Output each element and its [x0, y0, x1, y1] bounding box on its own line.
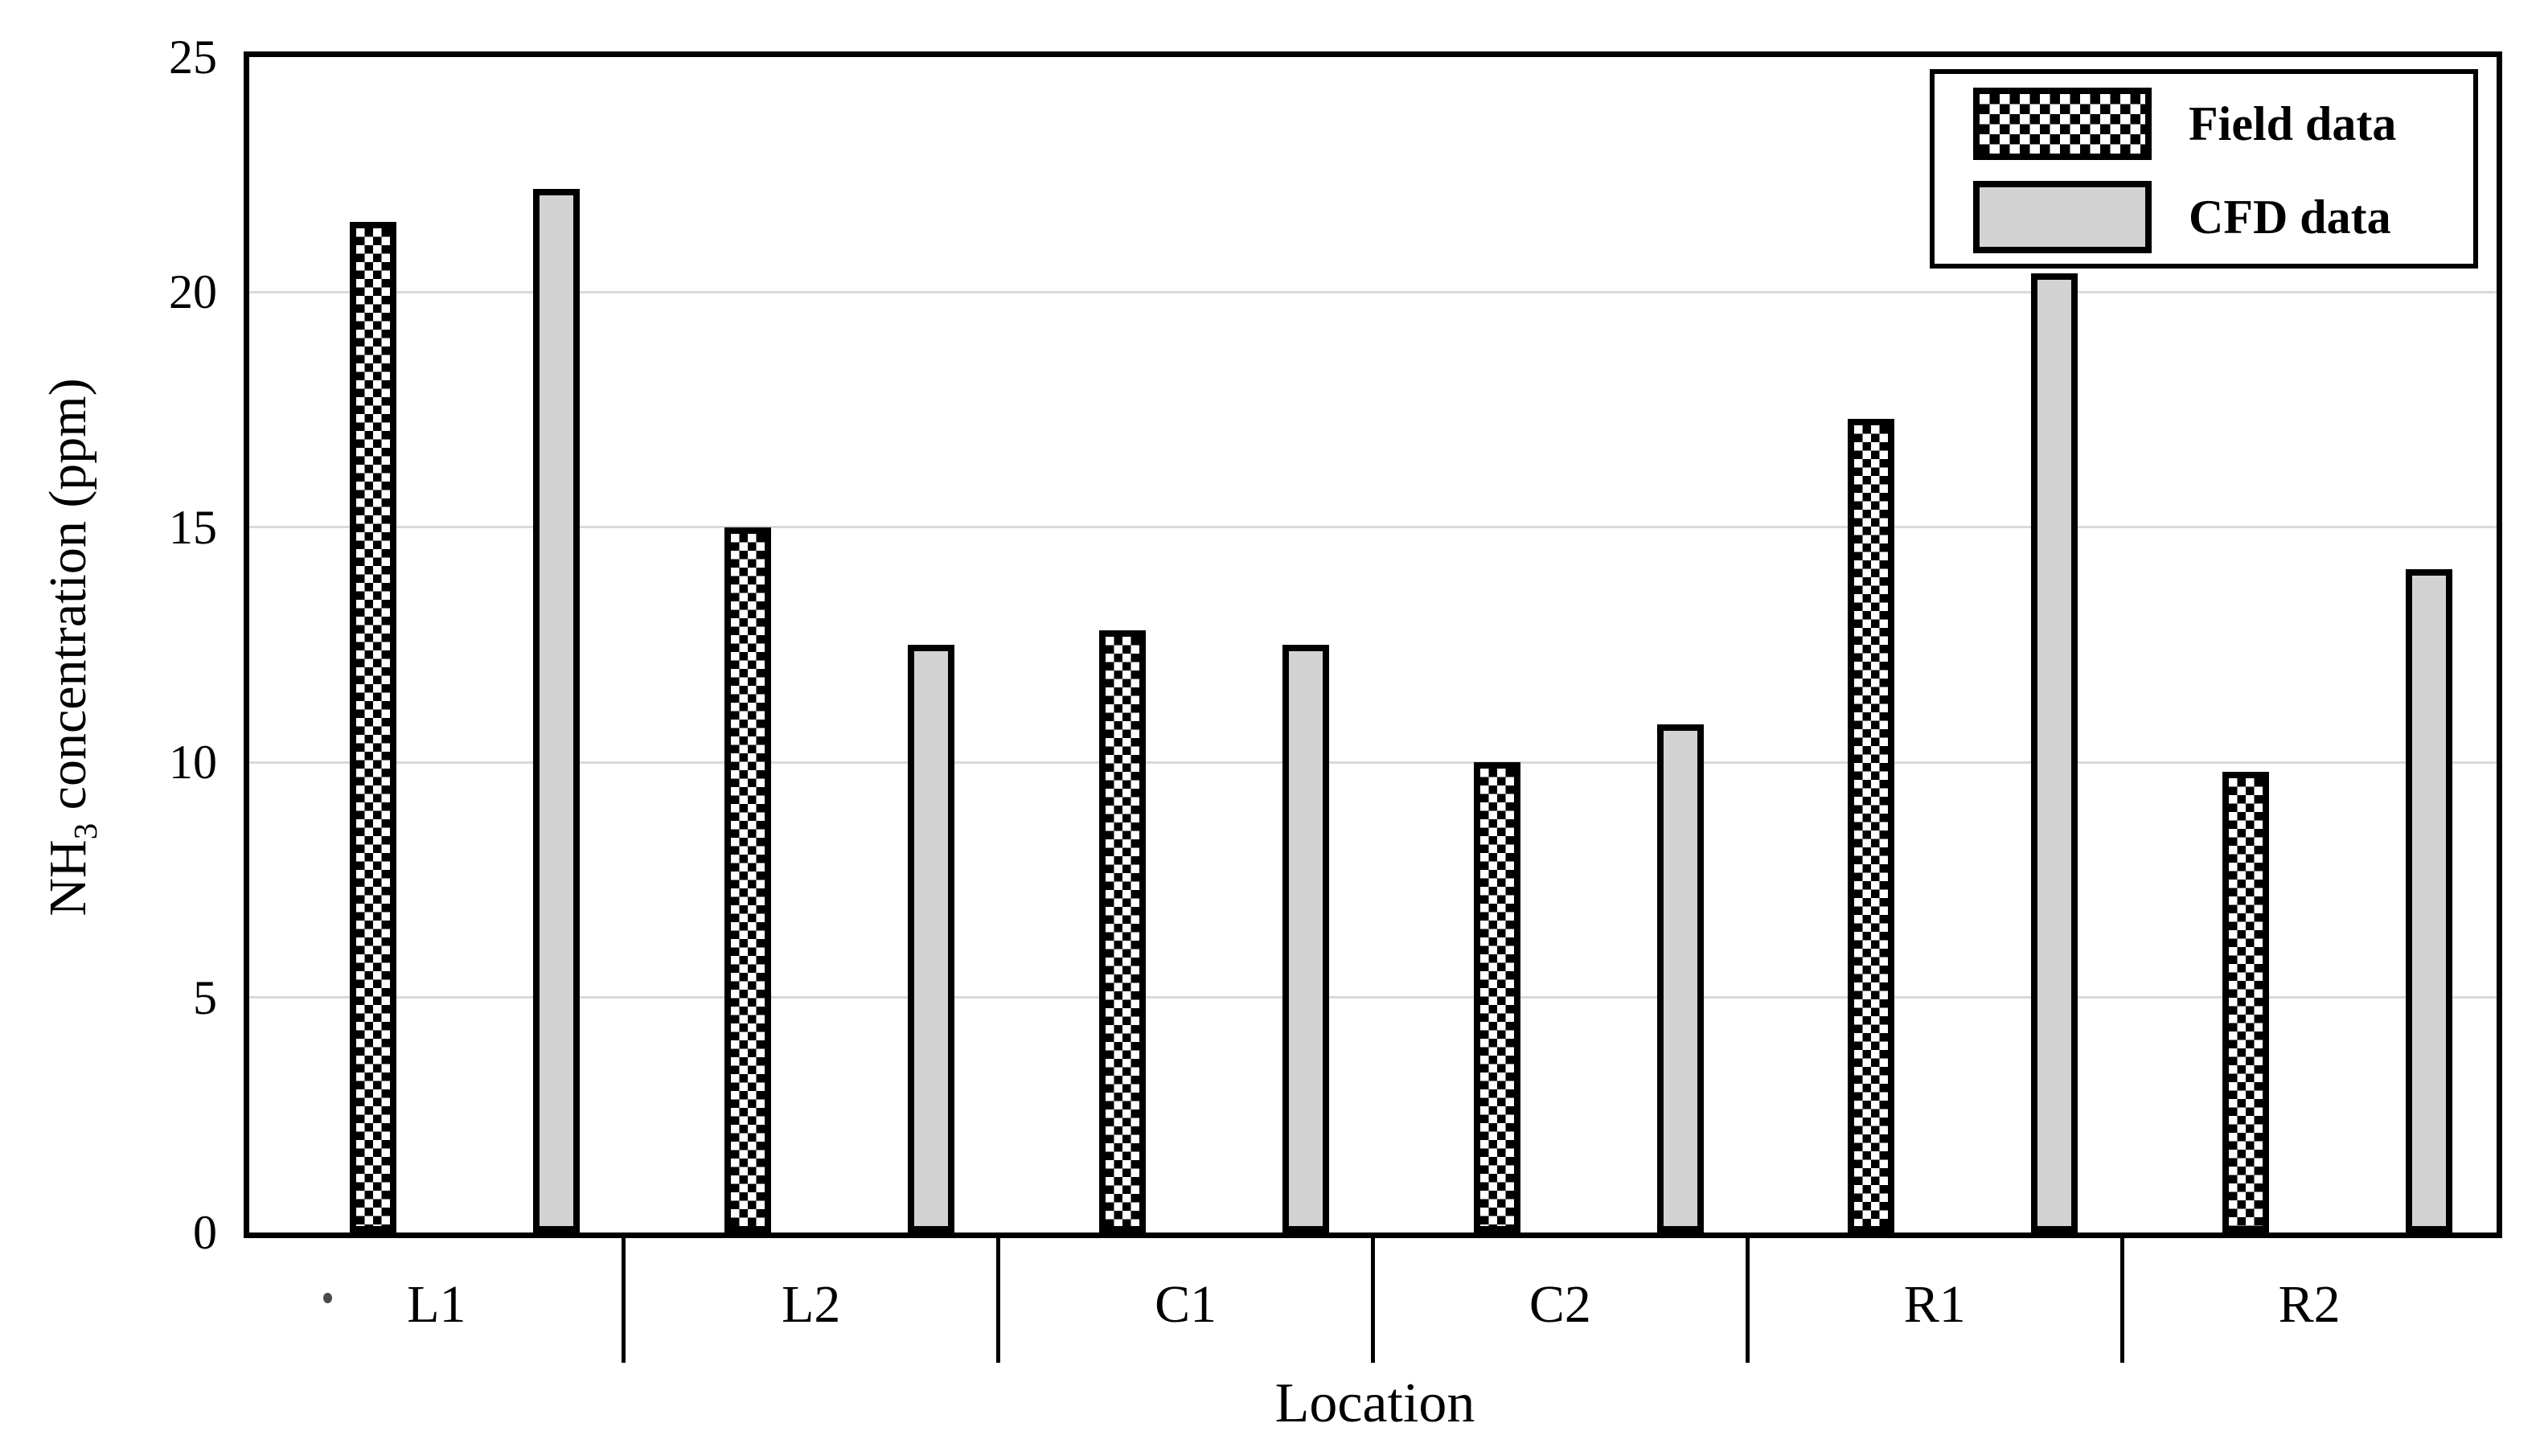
y-tick-label-15: 15	[169, 500, 217, 554]
y-tick-label-0: 0	[193, 1206, 217, 1259]
legend-swatch-field-data	[1973, 88, 2152, 160]
bar-cfd-data-r1	[2031, 273, 2078, 1232]
bar-cfd-data-c2	[1656, 724, 1704, 1232]
bar-cfd-data-l1	[533, 188, 580, 1232]
category-separator-4	[1745, 1236, 1750, 1363]
bar-field-data-r1	[1848, 419, 1895, 1232]
category-separator-1	[622, 1236, 626, 1363]
bar-cfd-data-l2	[907, 645, 954, 1232]
bar-field-data-c2	[1473, 762, 1520, 1232]
x-category-label-c2: C2	[1529, 1275, 1591, 1334]
legend-item-cfd-data: CFD data	[1973, 180, 2391, 254]
gridline-y-10	[249, 761, 2497, 764]
legend: Field data CFD data	[1930, 69, 2478, 269]
x-category-label-l1: L1	[407, 1275, 466, 1334]
y-tick-label-25: 25	[169, 31, 217, 84]
y-axis-title-subscript: 3	[68, 822, 105, 840]
x-category-label-l2: L2	[782, 1275, 841, 1334]
gridline-y-15	[249, 526, 2497, 529]
y-tick-label-10: 10	[169, 736, 217, 790]
y-axis-title-prefix: NH	[39, 839, 97, 917]
category-separator-2	[996, 1236, 1001, 1363]
category-separator-3	[1371, 1236, 1375, 1363]
x-category-label-r1: R1	[1903, 1275, 1966, 1334]
gridline-y-20	[249, 290, 2497, 293]
bar-field-data-l2	[724, 527, 771, 1232]
bar-field-data-l1	[350, 221, 396, 1232]
y-tick-label-5: 5	[193, 970, 217, 1024]
bar-field-data-r2	[2222, 771, 2270, 1232]
y-tick-label-20: 20	[169, 265, 217, 319]
legend-label-cfd-data: CFD data	[2189, 191, 2391, 244]
stray-mark	[323, 1293, 332, 1303]
x-category-label-r2: R2	[2278, 1275, 2341, 1334]
legend-label-field-data: Field data	[2189, 97, 2397, 150]
category-separator-5	[2119, 1236, 2124, 1363]
y-axis-title: NH3 concentration (ppm)	[32, 44, 105, 1250]
bar-field-data-c1	[1098, 630, 1146, 1232]
x-axis-title: Location	[1274, 1372, 1475, 1434]
gridline-y-5	[249, 996, 2497, 999]
x-category-label-c1: C1	[1155, 1275, 1217, 1334]
bar-cfd-data-c1	[1282, 645, 1329, 1232]
legend-item-field-data: Field data	[1973, 87, 2396, 161]
bar-cfd-data-r2	[2406, 569, 2453, 1232]
legend-swatch-cfd-data	[1973, 181, 2152, 253]
